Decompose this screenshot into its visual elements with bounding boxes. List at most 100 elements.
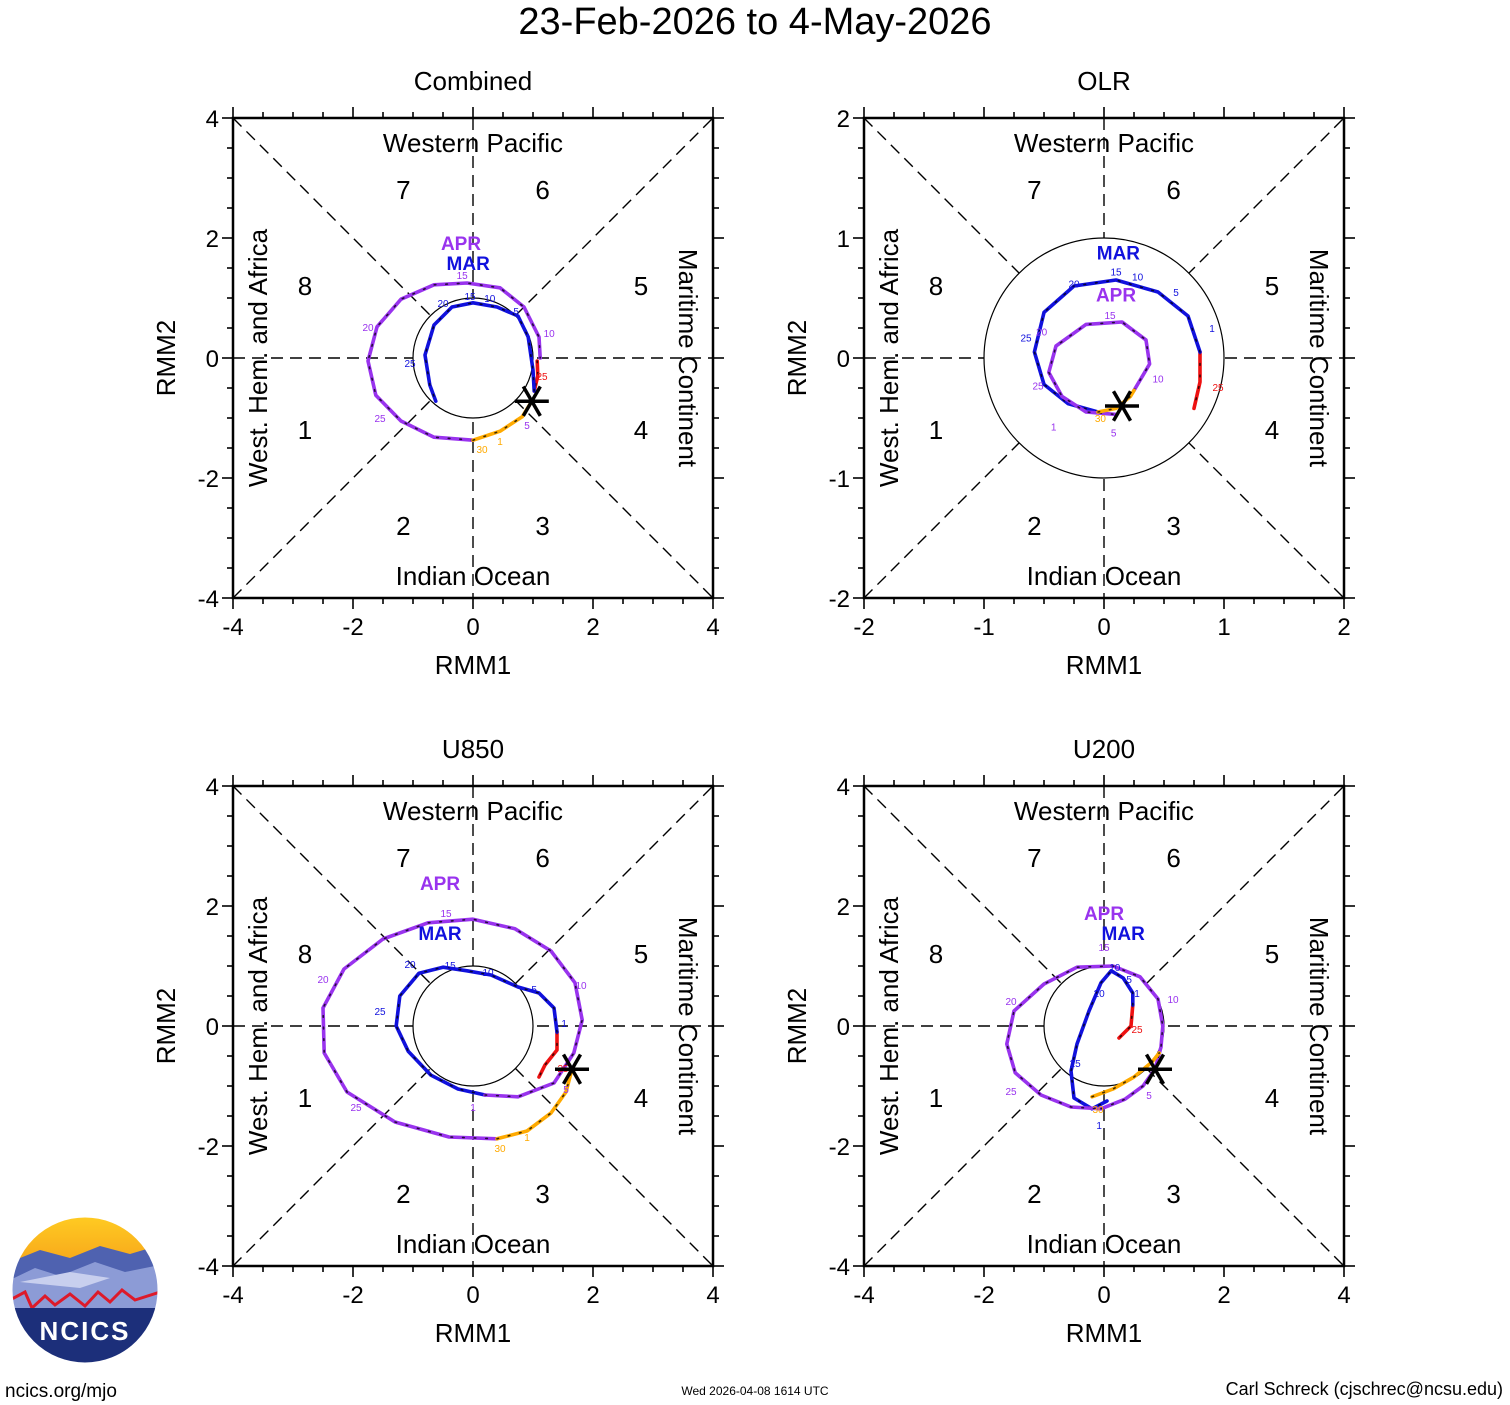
y-axis-label: RMM2 <box>151 988 181 1065</box>
region-label-left: West. Hem. and Africa <box>874 896 904 1155</box>
day-label: 20 <box>404 960 416 971</box>
phase-number-3: 3 <box>1166 511 1180 541</box>
x-tick-label: -4 <box>222 614 243 641</box>
day-label: 1 <box>1134 989 1140 1000</box>
series-day-markers-mar <box>1070 969 1134 1110</box>
x-tick-label: 0 <box>466 614 479 641</box>
phase-number-5: 5 <box>634 271 648 301</box>
phase-number-7: 7 <box>1027 843 1041 873</box>
x-tick-label: -4 <box>222 1282 243 1309</box>
day-label: 30 <box>1095 414 1107 425</box>
y-tick-label: 2 <box>837 894 850 921</box>
x-tick-label: 2 <box>1337 614 1350 641</box>
x-tick-label: -4 <box>853 1282 874 1309</box>
x-tick-label: 0 <box>1097 1282 1110 1309</box>
day-label: 25 <box>1131 1025 1143 1036</box>
day-label: 20 <box>437 299 449 310</box>
phase-number-3: 3 <box>535 1179 549 1209</box>
phase-number-5: 5 <box>634 939 648 969</box>
day-label: 20 <box>1068 280 1080 291</box>
phase-number-2: 2 <box>1027 511 1041 541</box>
day-label: 25 <box>1212 383 1224 394</box>
y-axis-label: RMM2 <box>782 320 812 397</box>
region-label-right: Maritime Continent <box>673 249 703 468</box>
series-day-markers-apr <box>1047 321 1151 416</box>
y-tick-label: 4 <box>837 774 850 801</box>
month-label-mar: MAR <box>418 924 462 945</box>
day-label: 15 <box>440 909 452 920</box>
day-label: 30 <box>1092 1105 1104 1116</box>
day-label: 15 <box>1098 943 1110 954</box>
phase-number-5: 5 <box>1265 271 1279 301</box>
phase-number-5: 5 <box>1265 939 1279 969</box>
y-tick-label: -4 <box>829 1254 850 1281</box>
x-tick-label: -2 <box>973 1282 994 1309</box>
series-line-feb <box>537 1030 559 1079</box>
panel-combined: Combined -4-4 -2 -2 0 0 2 2 4 4 RMM1 RMM2 Western Pa… <box>151 66 724 680</box>
phase-number-6: 6 <box>535 175 549 205</box>
phase-number-8: 8 <box>298 271 312 301</box>
y-tick-label: 0 <box>837 346 850 373</box>
x-tick-label: -2 <box>853 614 874 641</box>
y-tick-label: -1 <box>829 466 850 493</box>
phase-number-2: 2 <box>396 511 410 541</box>
month-label-mar: MAR <box>447 254 491 275</box>
phase-number-1: 1 <box>298 1083 312 1113</box>
current-position-marker <box>1138 1053 1172 1085</box>
phase-number-3: 3 <box>535 511 549 541</box>
day-label: 25 <box>350 1103 362 1114</box>
day-label: 5 <box>563 1085 569 1096</box>
series-line-may <box>495 1067 574 1141</box>
x-tick-label: 0 <box>1097 614 1110 641</box>
month-label-apr: APR <box>1096 285 1136 306</box>
y-tick-label: 4 <box>206 774 219 801</box>
series-line-feb <box>1117 1003 1135 1040</box>
panel-title: Combined <box>414 66 533 96</box>
day-label: 15 <box>445 961 457 972</box>
series-day-markers-apr <box>322 918 584 1140</box>
region-label-bottom: Indian Ocean <box>396 1229 551 1259</box>
day-label: 5 <box>524 421 530 432</box>
series-day-markers-may <box>1091 1052 1160 1098</box>
series-day-markers-apr <box>1005 965 1164 1110</box>
phase-number-2: 2 <box>1027 1179 1041 1209</box>
asterisk-stroke <box>1111 390 1133 422</box>
day-label: 10 <box>482 968 494 979</box>
tick-marks <box>222 775 724 1277</box>
day-label: 15 <box>464 292 476 303</box>
x-tick-label: 4 <box>706 1282 719 1309</box>
day-label: 1 <box>1209 324 1215 335</box>
footer-timestamp: Wed 2026-04-08 1614 UTC <box>681 1384 829 1398</box>
day-label: 5 <box>1126 975 1132 986</box>
region-label-left: West. Hem. and Africa <box>243 896 273 1155</box>
x-axis-label: RMM1 <box>435 1318 512 1348</box>
day-label: 25 <box>374 414 386 425</box>
region-label-top: Western Pacific <box>383 128 563 158</box>
day-label: 15 <box>1110 268 1122 279</box>
series-line-mar <box>394 965 559 1097</box>
day-label: 5 <box>1146 1091 1152 1102</box>
day-label: 10 <box>484 294 496 305</box>
region-label-left: West. Hem. and Africa <box>874 228 904 487</box>
x-axis-label: RMM1 <box>1066 1318 1143 1348</box>
day-label: 25 <box>374 1007 386 1018</box>
region-label-bottom: Indian Ocean <box>1027 1229 1182 1259</box>
day-label: 10 <box>544 329 556 340</box>
amplitude-circle <box>983 237 1225 479</box>
current-position-marker <box>514 385 549 417</box>
day-label: 25 <box>536 372 548 383</box>
phase-number-7: 7 <box>1027 175 1041 205</box>
month-label-mar: MAR <box>1102 924 1146 945</box>
x-tick-label: -2 <box>342 614 363 641</box>
phase-number-1: 1 <box>929 415 943 445</box>
region-label-left: West. Hem. and Africa <box>243 228 273 487</box>
x-tick-label: 2 <box>586 1282 599 1309</box>
panel-olr: OLR -2-2 -1 -1 0 0 1 1 2 2 RMM1 RMM2 Western Pacific… <box>782 66 1355 680</box>
day-label: 25 <box>1005 1087 1017 1098</box>
region-label-top: Western Pacific <box>1014 128 1194 158</box>
phase-number-6: 6 <box>1166 175 1180 205</box>
y-tick-label: 0 <box>206 346 219 373</box>
day-label: 30 <box>476 445 488 456</box>
y-tick-label: 0 <box>206 1014 219 1041</box>
